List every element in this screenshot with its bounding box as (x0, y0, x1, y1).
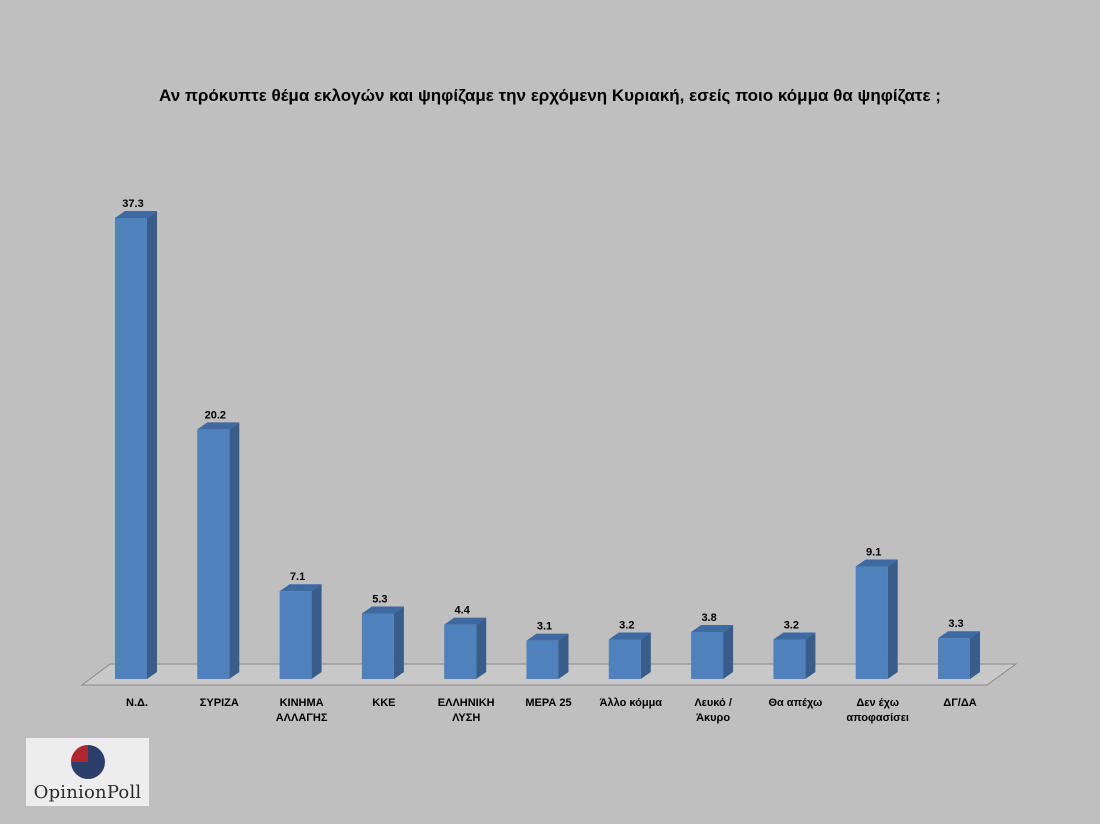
bar-side (970, 631, 980, 679)
bar-top (773, 632, 816, 640)
value-label: 3.2 (619, 619, 634, 631)
value-label: 3.2 (784, 619, 799, 631)
bar (773, 632, 816, 679)
bar-front (444, 624, 477, 679)
category-label: ΚΚΕ (372, 697, 395, 709)
bar-side (723, 625, 734, 679)
bar-front (197, 429, 230, 679)
bar-top (855, 559, 898, 567)
bar-top (608, 632, 651, 640)
category-label: ΚΙΝΗΜΑ (280, 697, 324, 709)
value-label: 3.3 (948, 618, 963, 630)
bar-side (558, 633, 569, 679)
category-label: Ν.Δ. (126, 697, 148, 709)
category-label: ΕΛΛΗΝΙΚΗ (438, 697, 495, 709)
chart-title: Αν πρόκυπτε θέμα εκλογών και ψηφίζαμε τη… (159, 86, 941, 105)
category-label: Άλλο κόμμα (600, 697, 663, 709)
bar-top (444, 617, 487, 625)
bar-top (197, 422, 240, 430)
bar-side (805, 632, 816, 679)
bar (115, 211, 157, 679)
bar-front (773, 639, 806, 679)
bar-front (938, 638, 970, 679)
opinionpoll-logo: OpinionPoll (26, 738, 149, 806)
value-label: 3.8 (701, 612, 716, 624)
bar-top (526, 633, 569, 641)
bar (361, 606, 404, 679)
bar (938, 631, 980, 679)
bar (691, 625, 734, 679)
value-label: 20.2 (205, 409, 226, 421)
bar-front (691, 632, 724, 679)
bar-side (311, 584, 322, 679)
value-label: 4.4 (455, 605, 471, 617)
category-label: Άκυρο (696, 712, 730, 724)
category-label: Λευκό / (694, 697, 732, 709)
bar-side (887, 559, 898, 679)
logo-circle-icon (71, 745, 105, 779)
category-label: Θα απέχω (768, 697, 822, 709)
bar (608, 632, 651, 679)
category-label: ΣΥΡΙΖΑ (200, 697, 239, 709)
bar-front (608, 639, 641, 679)
category-label: ΛΥΣΗ (452, 712, 480, 724)
value-label: 37.3 (122, 198, 143, 210)
bar-top (361, 606, 404, 614)
bar-side (393, 606, 404, 679)
bar-side (640, 632, 651, 679)
category-label: ΜΕΡΑ 25 (525, 697, 571, 709)
category-label: ΑΛΛΑΓΗΣ (276, 712, 328, 724)
bar-side (147, 211, 157, 679)
bar (855, 559, 898, 679)
category-label: Δεν έχω (856, 697, 899, 709)
bar-top (691, 625, 734, 633)
category-label: αποφασίσει (846, 712, 909, 724)
bar-side (476, 617, 487, 679)
bar-front (526, 640, 559, 679)
bar (197, 422, 240, 679)
category-label: ΔΓ/ΔΑ (943, 697, 976, 709)
bar (279, 584, 322, 679)
bar-front (115, 218, 147, 679)
logo-text: OpinionPoll (33, 782, 142, 803)
bar-front (855, 566, 888, 679)
value-label: 5.3 (372, 593, 387, 605)
bar-top (279, 584, 322, 592)
bar-front (361, 613, 394, 679)
bar-front (279, 591, 312, 679)
value-label: 3.1 (537, 621, 552, 633)
bar (526, 633, 569, 679)
value-label: 7.1 (290, 571, 305, 583)
bar-top (938, 631, 980, 639)
value-label: 9.1 (866, 547, 881, 559)
bar-top (115, 211, 157, 218)
bar (444, 617, 487, 679)
bar-side (229, 422, 240, 679)
